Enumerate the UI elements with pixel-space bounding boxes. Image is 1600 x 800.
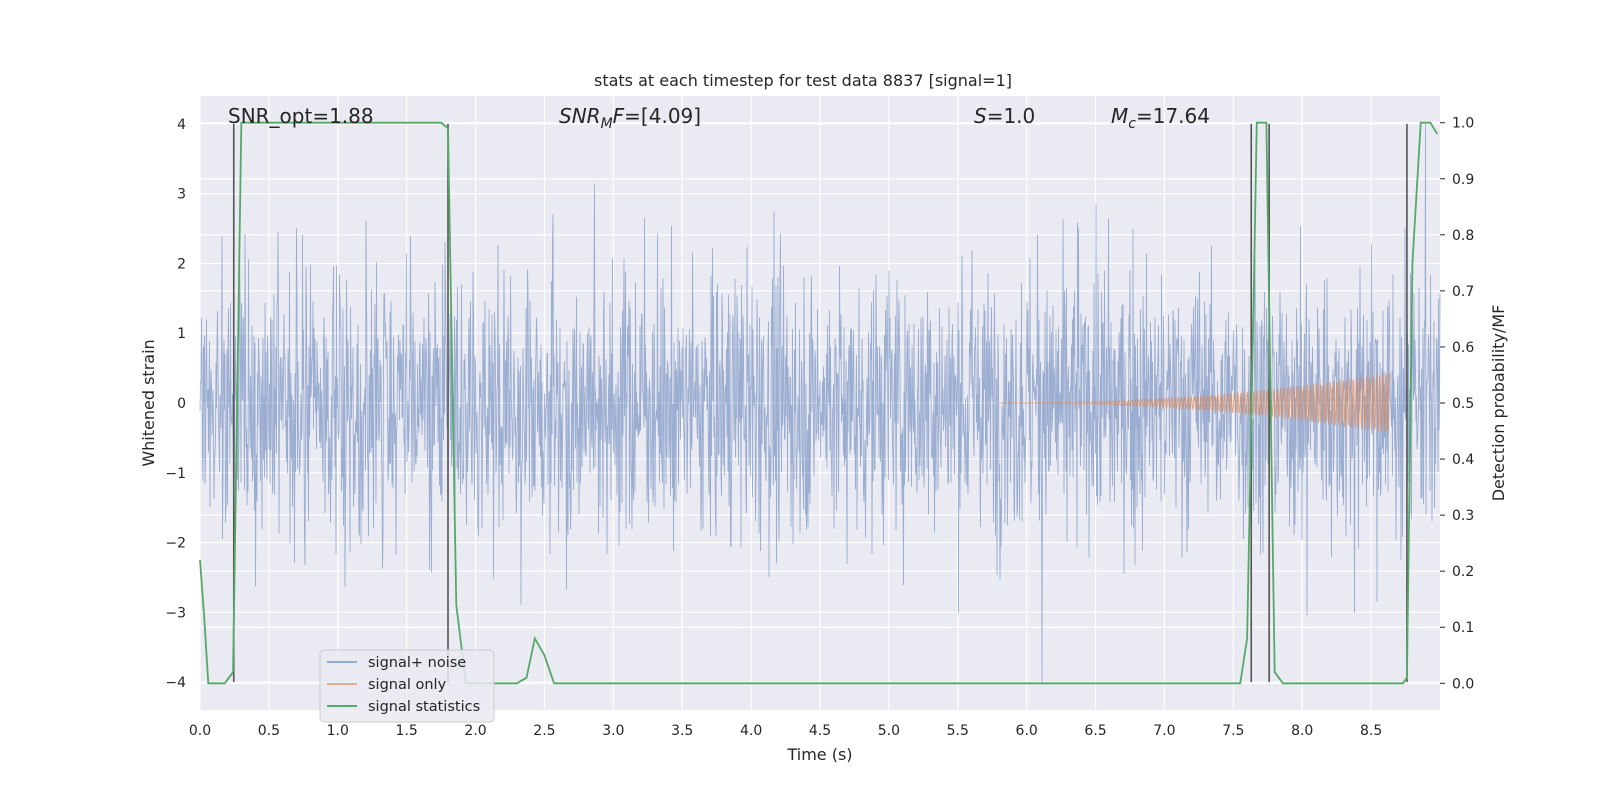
annotation-snr-opt: SNR_opt=1.88 [228, 104, 374, 128]
y-right-tick-label: 0.9 [1452, 172, 1474, 188]
series-signal-only [999, 372, 1391, 434]
x-tick-label: 7.5 [1222, 723, 1244, 739]
y-right-tick-label: 0.4 [1452, 452, 1474, 468]
y-right-tick-label: 0.5 [1452, 396, 1474, 412]
annotation-s-rest: =1.0 [987, 104, 1036, 128]
legend-label-signal-statistics: signal statistics [368, 699, 480, 715]
series-line-signal-only [999, 372, 1391, 434]
y-left-tick-label: −1 [165, 466, 186, 482]
y-right-tick-label: 0.2 [1452, 564, 1474, 580]
x-axis-label: Time (s) [786, 745, 852, 764]
x-tick-label: 2.5 [533, 723, 555, 739]
y-left-tick-label: 0 [177, 396, 186, 412]
y-right-tick-label: 0.6 [1452, 340, 1474, 356]
y-right-tick-label: 0.1 [1452, 620, 1474, 636]
y-left-tick-label: 4 [177, 117, 186, 133]
y-left-tick-label: −3 [165, 605, 186, 621]
x-tick-label: 6.5 [1084, 723, 1106, 739]
y-left-axis-label: Whitened strain [139, 339, 158, 466]
y-left-tick-label: 3 [177, 187, 186, 203]
x-tick-label: 4.5 [809, 723, 831, 739]
annotation-snr-mf-rest: =[4.09] [624, 104, 701, 128]
series-line-signal-noise [199, 123, 1441, 683]
y-right-tick-label: 0.0 [1452, 676, 1474, 692]
annotation-mc-sub: c [1128, 116, 1136, 132]
x-tick-label: 5.0 [878, 723, 900, 739]
y-right-axis-label: Detection probability/MF [1489, 305, 1508, 502]
x-tick-label: 3.0 [602, 723, 624, 739]
annotation-mc-rest: =17.64 [1136, 104, 1210, 128]
x-tick-label: 1.5 [396, 723, 418, 739]
x-tick-label: 7.0 [1153, 723, 1175, 739]
y-right-tick-label: 0.3 [1452, 508, 1474, 524]
chart-title: stats at each timestep for test data 883… [594, 71, 1012, 90]
x-tick-label: 1.0 [327, 723, 349, 739]
annotation-snr-mf-base: SNR [559, 104, 601, 128]
annotation-mc-base: M [1111, 104, 1128, 128]
x-tick-label: 0.5 [258, 723, 280, 739]
y-left-tick-label: −2 [165, 536, 186, 552]
annotation-s-value: S=1.0 [974, 104, 1035, 128]
x-tick-label: 8.5 [1360, 723, 1382, 739]
x-tick-label: 8.0 [1291, 723, 1313, 739]
y-right-axis-ticks: 0.0 0.1 0.2 0.3 0.4 0.5 0.6 0.7 0.8 0.9 1.0 [1440, 116, 1474, 692]
x-tick-label: 2.0 [464, 723, 486, 739]
y-left-axis-ticks: −4 −3 −2 −1 0 1 2 3 4 [165, 117, 186, 691]
y-left-tick-label: 1 [177, 326, 186, 342]
y-right-tick-label: 0.7 [1452, 284, 1474, 300]
series-signal-noise [199, 123, 1441, 683]
series-line-signal-statistics [199, 121, 1439, 685]
y-left-tick-label: −4 [165, 675, 186, 691]
legend: signal+ noise signal only signal statist… [319, 649, 495, 723]
x-tick-label: 5.5 [947, 723, 969, 739]
y-right-tick-label: 1.0 [1452, 116, 1474, 132]
plot-area [199, 96, 1441, 710]
series-signal-statistics [199, 121, 1439, 685]
annotation-snr-mf: SNRMF=[4.09] [559, 104, 701, 132]
x-tick-label: 0.0 [189, 723, 211, 739]
x-tick-label: 3.5 [671, 723, 693, 739]
annotation-snr-mf-sub: M [601, 116, 613, 132]
x-axis-ticks: 0.0 0.5 1.0 1.5 2.0 2.5 3.0 3.5 4.0 4.5 5.0 5.5 6.0 6… [189, 723, 1382, 739]
x-tick-label: 6.0 [1016, 723, 1038, 739]
annotation-mc-value: Mc=17.64 [1111, 104, 1210, 132]
y-left-tick-label: 2 [177, 256, 186, 272]
legend-label-signal-noise: signal+ noise [368, 655, 466, 671]
x-tick-label: 4.0 [740, 723, 762, 739]
legend-label-signal-only: signal only [368, 677, 447, 693]
annotation-s-base: S [974, 104, 987, 128]
y-right-tick-label: 0.8 [1452, 228, 1474, 244]
annotation-snr-mf-rest-f: F [613, 104, 625, 128]
legend-box [319, 649, 495, 723]
